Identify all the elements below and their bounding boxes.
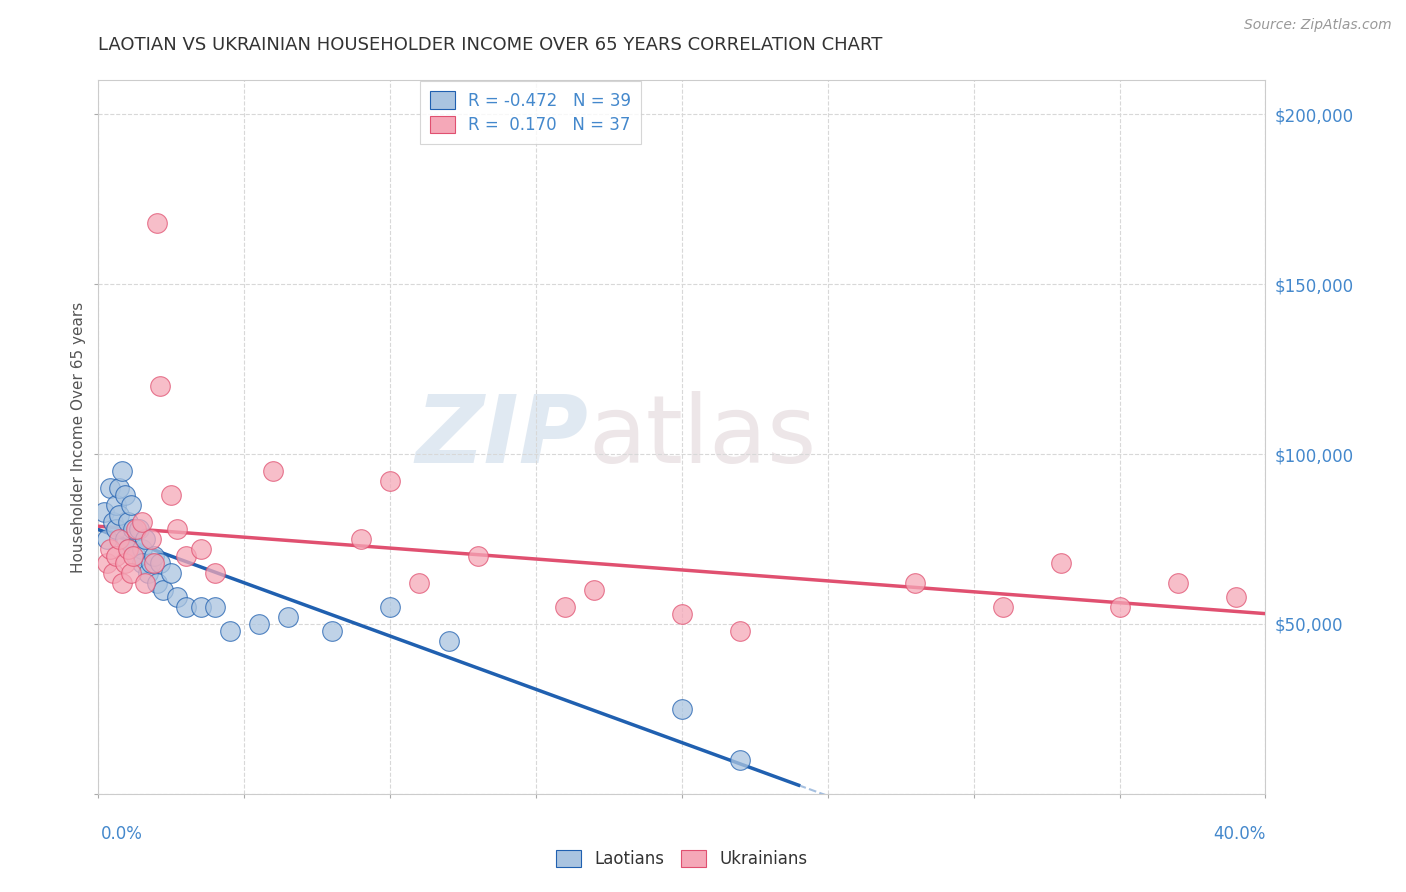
Point [174, 549, 197, 563]
Text: 0.0%: 0.0% [101, 825, 143, 843]
Point [114, 556, 136, 570]
Point [166, 522, 188, 536]
Point [671, 702, 693, 716]
Point [114, 532, 136, 546]
Point [467, 549, 489, 563]
Point [111, 464, 134, 478]
Point [904, 576, 927, 591]
Point [204, 599, 226, 614]
Text: atlas: atlas [589, 391, 817, 483]
Point [204, 566, 226, 580]
Point [104, 522, 127, 536]
Text: Source: ZipAtlas.com: Source: ZipAtlas.com [1244, 18, 1392, 32]
Text: LAOTIAN VS UKRAINIAN HOUSEHOLDER INCOME OVER 65 YEARS CORRELATION CHART: LAOTIAN VS UKRAINIAN HOUSEHOLDER INCOME … [98, 36, 883, 54]
Point [96, 556, 118, 570]
Point [117, 542, 139, 557]
Point [125, 549, 148, 563]
Point [166, 590, 188, 604]
Point [134, 576, 156, 591]
Point [247, 617, 270, 632]
Point [321, 624, 343, 638]
Text: 40.0%: 40.0% [1213, 825, 1265, 843]
Point [139, 556, 162, 570]
Point [190, 599, 212, 614]
Point [111, 576, 134, 591]
Point [120, 566, 142, 580]
Point [98, 481, 121, 495]
Point [146, 576, 169, 591]
Point [991, 599, 1014, 614]
Point [160, 488, 183, 502]
Point [350, 532, 373, 546]
Point [117, 515, 139, 529]
Point [554, 599, 576, 614]
Point [136, 566, 159, 580]
Point [218, 624, 240, 638]
Point [142, 556, 165, 570]
Point [262, 464, 284, 478]
Point [277, 610, 299, 624]
Point [152, 582, 174, 597]
Point [122, 549, 145, 563]
Point [728, 624, 751, 638]
Point [149, 379, 172, 393]
Point [96, 532, 118, 546]
Point [101, 515, 124, 529]
Point [117, 542, 139, 557]
Point [146, 216, 169, 230]
Point [108, 532, 131, 546]
Point [122, 522, 145, 536]
Point [134, 532, 156, 546]
Point [131, 515, 153, 529]
Point [160, 566, 183, 580]
Point [139, 532, 162, 546]
Point [378, 599, 402, 614]
Point [101, 566, 124, 580]
Point [1167, 576, 1189, 591]
Point [131, 556, 153, 570]
Point [108, 481, 131, 495]
Point [104, 549, 127, 563]
Point [174, 599, 197, 614]
Point [128, 522, 150, 536]
Point [93, 505, 115, 519]
Point [1225, 590, 1247, 604]
Point [131, 542, 153, 557]
Point [437, 634, 460, 648]
Point [190, 542, 212, 557]
Point [1108, 599, 1130, 614]
Point [114, 488, 136, 502]
Point [108, 508, 131, 523]
Point [728, 753, 751, 767]
Y-axis label: Householder Income Over 65 years: Householder Income Over 65 years [70, 301, 86, 573]
Point [149, 556, 172, 570]
Point [378, 475, 402, 489]
Point [583, 582, 606, 597]
Point [98, 542, 121, 557]
Point [142, 549, 165, 563]
Legend: R = -0.472   N = 39, R =  0.170   N = 37: R = -0.472 N = 39, R = 0.170 N = 37 [419, 81, 641, 145]
Point [125, 522, 148, 536]
Point [1050, 556, 1073, 570]
Point [671, 607, 693, 621]
Point [120, 498, 142, 512]
Point [104, 498, 127, 512]
Text: ZIP: ZIP [416, 391, 589, 483]
Legend: Laotians, Ukrainians: Laotians, Ukrainians [550, 843, 814, 875]
Point [408, 576, 430, 591]
